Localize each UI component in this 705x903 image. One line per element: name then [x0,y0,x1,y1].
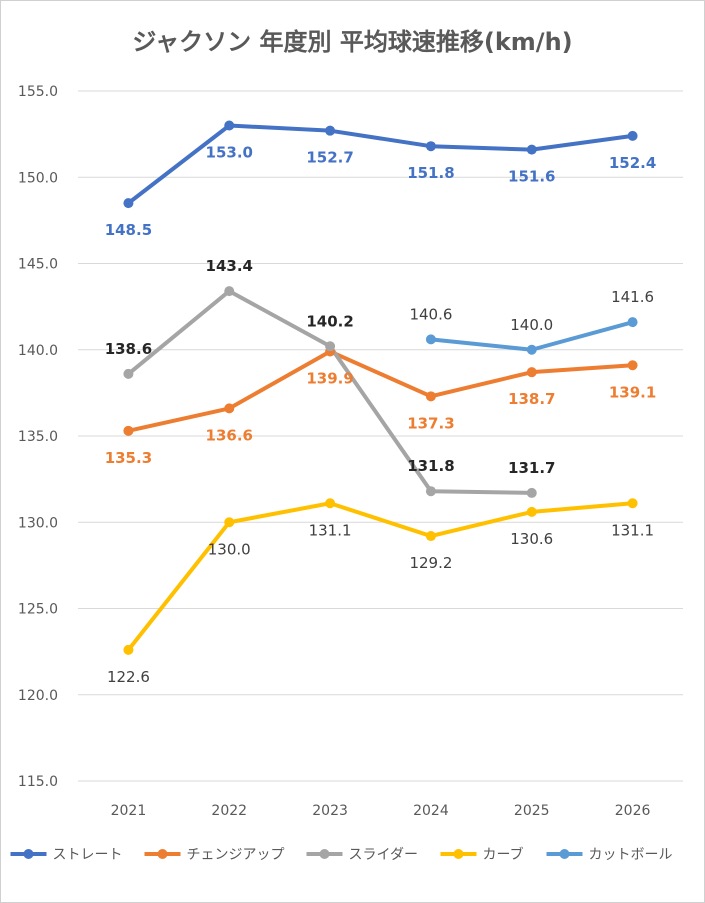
legend-item: スライダー [306,847,418,863]
series-line [126,349,635,433]
data-point [627,498,638,509]
y-tick-label: 155.0 [18,84,58,100]
x-tick-label: 2021 [111,803,147,819]
series-points [123,120,638,655]
data-point [123,368,134,379]
data-label: 138.6 [105,340,152,358]
data-point [224,517,235,528]
data-point [123,644,134,655]
data-point [425,141,436,152]
data-point [224,286,235,297]
y-tick-label: 115.0 [18,774,58,790]
y-tick-label: 140.0 [18,343,58,359]
data-label: 122.6 [107,668,150,686]
data-point [526,487,537,498]
data-label: 131.8 [407,457,454,475]
legend-swatch-marker [453,849,464,859]
data-point [526,506,537,517]
data-point [224,403,235,414]
data-label: 141.6 [611,288,654,306]
data-label: 143.4 [206,257,253,275]
x-tick-label: 2022 [211,803,247,819]
data-point [425,531,436,542]
data-point [325,341,336,352]
legend-label: スライダー [349,847,418,863]
data-label: 139.1 [609,383,656,401]
x-tick-label: 2024 [413,803,449,819]
legend-label: ストレート [53,847,123,863]
data-label: 148.5 [105,221,152,239]
data-label: 139.9 [306,369,353,387]
data-point [224,120,235,131]
y-axis-ticks: 115.0 120.0 125.0 130.0 135.0 140.0 145.0 150.0… [18,84,58,790]
data-point [123,425,134,436]
legend-swatch-marker [23,849,34,859]
series-line [126,501,635,652]
y-tick-label: 130.0 [18,515,58,531]
data-label: 152.4 [609,154,656,172]
data-label: 129.2 [409,554,452,572]
x-tick-label: 2023 [312,803,348,819]
data-label: 140.2 [306,312,353,330]
data-point [526,367,537,378]
chart-title: ジャクソン 年度別 平均球速推移(km/h) [132,28,573,56]
data-point [325,125,336,136]
data-label: 131.1 [611,521,654,539]
data-point [425,391,436,402]
legend-item: カットボール [546,847,673,863]
legend: ストレート チェンジアップ スライダー カーブ カットボール [10,846,673,863]
y-tick-label: 135.0 [18,429,58,445]
y-tick-label: 145.0 [18,257,58,273]
legend-item: チェンジアップ [144,847,285,863]
data-label: 151.6 [508,168,555,186]
data-label: 130.6 [510,530,553,548]
data-point [325,498,336,509]
data-label: 136.6 [206,426,253,444]
y-tick-label: 120.0 [18,688,58,704]
data-point [425,334,436,345]
data-label: 135.3 [105,449,152,467]
data-point [526,144,537,155]
data-point [627,360,638,371]
data-label: 137.3 [407,414,454,432]
series-lines [126,123,635,652]
y-tick-label: 125.0 [18,602,58,618]
data-point [526,344,537,355]
x-axis-ticks: 2021 2022 2023 2024 2025 2026 [111,803,651,819]
legend-item: ストレート [10,847,123,863]
y-tick-label: 150.0 [18,170,58,186]
data-label: 151.8 [407,164,454,182]
data-label: 153.0 [206,144,253,162]
data-label: 140.0 [510,316,553,334]
legend-swatch-marker [559,849,570,859]
series-line [126,123,635,206]
data-label: 130.0 [208,540,251,558]
data-label: 138.7 [508,390,555,408]
x-tick-label: 2025 [514,803,550,819]
legend-item: カーブ [440,846,524,863]
gridlines [78,90,683,782]
legend-label: カーブ [483,846,524,863]
data-point [425,486,436,497]
data-point [627,317,638,328]
data-label: 131.7 [508,459,555,477]
x-tick-label: 2026 [615,803,651,819]
data-point [627,130,638,141]
data-point [123,198,134,209]
legend-label: カットボール [589,847,673,863]
legend-label: チェンジアップ [187,847,285,863]
data-label: 140.6 [409,305,452,323]
data-label: 131.1 [309,521,352,539]
legend-swatch-marker [319,849,330,859]
data-labels: 148.5 153.0 152.7 151.8 151.6 152.4 135.3 136.6… [105,144,657,686]
data-label: 152.7 [306,149,353,167]
legend-swatch-marker [157,849,168,859]
